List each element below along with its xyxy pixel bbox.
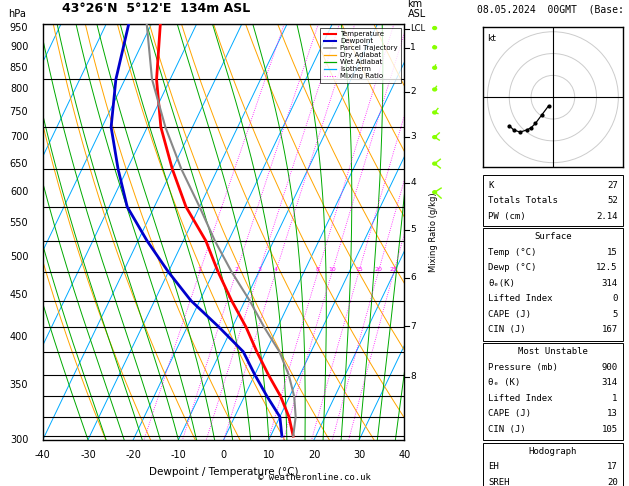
Text: CIN (J): CIN (J) xyxy=(488,325,526,334)
Text: 7: 7 xyxy=(410,322,416,331)
Text: 350: 350 xyxy=(10,380,28,390)
Text: 4: 4 xyxy=(410,178,416,187)
Text: 450: 450 xyxy=(10,290,28,300)
Text: 3: 3 xyxy=(410,132,416,141)
Text: 30: 30 xyxy=(353,450,365,460)
Text: 13: 13 xyxy=(607,409,618,418)
Text: 1: 1 xyxy=(198,267,202,272)
Legend: Temperature, Dewpoint, Parcel Trajectory, Dry Adiabat, Wet Adiabat, Isotherm, Mi: Temperature, Dewpoint, Parcel Trajectory… xyxy=(320,28,401,83)
Text: Mixing Ratio (g/kg): Mixing Ratio (g/kg) xyxy=(429,192,438,272)
Text: EH: EH xyxy=(488,462,499,471)
Text: 17: 17 xyxy=(607,462,618,471)
Text: 0: 0 xyxy=(221,450,226,460)
Text: 6: 6 xyxy=(410,274,416,282)
Text: km
ASL: km ASL xyxy=(408,0,426,19)
Text: 10: 10 xyxy=(263,450,275,460)
Text: Temp (°C): Temp (°C) xyxy=(488,247,537,257)
Text: Dewp (°C): Dewp (°C) xyxy=(488,263,537,272)
Text: 0: 0 xyxy=(612,294,618,303)
Text: CAPE (J): CAPE (J) xyxy=(488,409,531,418)
Text: 700: 700 xyxy=(10,132,28,142)
Text: 8: 8 xyxy=(316,267,320,272)
Text: 08.05.2024  00GMT  (Base: 00): 08.05.2024 00GMT (Base: 00) xyxy=(477,4,629,15)
Text: 850: 850 xyxy=(10,63,28,73)
Text: 800: 800 xyxy=(10,85,28,94)
Text: CIN (J): CIN (J) xyxy=(488,425,526,434)
Text: 1: 1 xyxy=(410,43,416,52)
Text: 5: 5 xyxy=(410,226,416,234)
Text: 20: 20 xyxy=(308,450,320,460)
Text: 43°26'N  5°12'E  134m ASL: 43°26'N 5°12'E 134m ASL xyxy=(62,1,250,15)
Text: 12.5: 12.5 xyxy=(596,263,618,272)
Text: 4: 4 xyxy=(274,267,277,272)
Text: 15: 15 xyxy=(355,267,363,272)
Text: hPa: hPa xyxy=(8,9,26,19)
Text: -20: -20 xyxy=(125,450,141,460)
Text: © weatheronline.co.uk: © weatheronline.co.uk xyxy=(258,473,371,482)
Text: 950: 950 xyxy=(10,23,28,33)
Text: 167: 167 xyxy=(601,325,618,334)
Text: 8: 8 xyxy=(410,372,416,381)
Text: 10: 10 xyxy=(328,267,336,272)
Text: 500: 500 xyxy=(10,252,28,262)
Text: 27: 27 xyxy=(607,181,618,190)
Text: Totals Totals: Totals Totals xyxy=(488,196,558,205)
Text: 105: 105 xyxy=(601,425,618,434)
Text: kt: kt xyxy=(487,34,496,43)
Text: 1: 1 xyxy=(612,394,618,403)
Text: 314: 314 xyxy=(601,378,618,387)
Text: 20: 20 xyxy=(607,478,618,486)
Text: 2: 2 xyxy=(235,267,238,272)
Text: θₑ(K): θₑ(K) xyxy=(488,278,515,288)
Text: 400: 400 xyxy=(10,332,28,342)
Text: PW (cm): PW (cm) xyxy=(488,212,526,221)
Text: Surface: Surface xyxy=(534,232,572,241)
Text: 40: 40 xyxy=(398,450,411,460)
Text: 5: 5 xyxy=(612,310,618,319)
Text: CAPE (J): CAPE (J) xyxy=(488,310,531,319)
Text: Lifted Index: Lifted Index xyxy=(488,394,553,403)
Text: 52: 52 xyxy=(607,196,618,205)
Text: 750: 750 xyxy=(9,107,28,118)
Text: 2: 2 xyxy=(410,87,416,96)
Text: 25: 25 xyxy=(390,267,398,272)
Text: 600: 600 xyxy=(10,187,28,197)
Text: -30: -30 xyxy=(80,450,96,460)
Text: -40: -40 xyxy=(35,450,51,460)
Text: SREH: SREH xyxy=(488,478,509,486)
Text: K: K xyxy=(488,181,494,190)
Text: Most Unstable: Most Unstable xyxy=(518,347,588,356)
Text: 900: 900 xyxy=(10,42,28,52)
Text: 15: 15 xyxy=(607,247,618,257)
Text: 3: 3 xyxy=(257,267,261,272)
Text: Pressure (mb): Pressure (mb) xyxy=(488,363,558,372)
Text: 314: 314 xyxy=(601,278,618,288)
Text: Lifted Index: Lifted Index xyxy=(488,294,553,303)
Text: LCL: LCL xyxy=(410,24,425,34)
Text: 900: 900 xyxy=(601,363,618,372)
Text: 20: 20 xyxy=(374,267,382,272)
Text: Dewpoint / Temperature (°C): Dewpoint / Temperature (°C) xyxy=(149,467,298,477)
Text: 650: 650 xyxy=(10,158,28,169)
Text: -10: -10 xyxy=(170,450,186,460)
Text: 300: 300 xyxy=(10,435,28,445)
Text: 550: 550 xyxy=(9,218,28,228)
Text: Hodograph: Hodograph xyxy=(529,447,577,456)
Text: θₑ (K): θₑ (K) xyxy=(488,378,520,387)
Text: 2.14: 2.14 xyxy=(596,212,618,221)
